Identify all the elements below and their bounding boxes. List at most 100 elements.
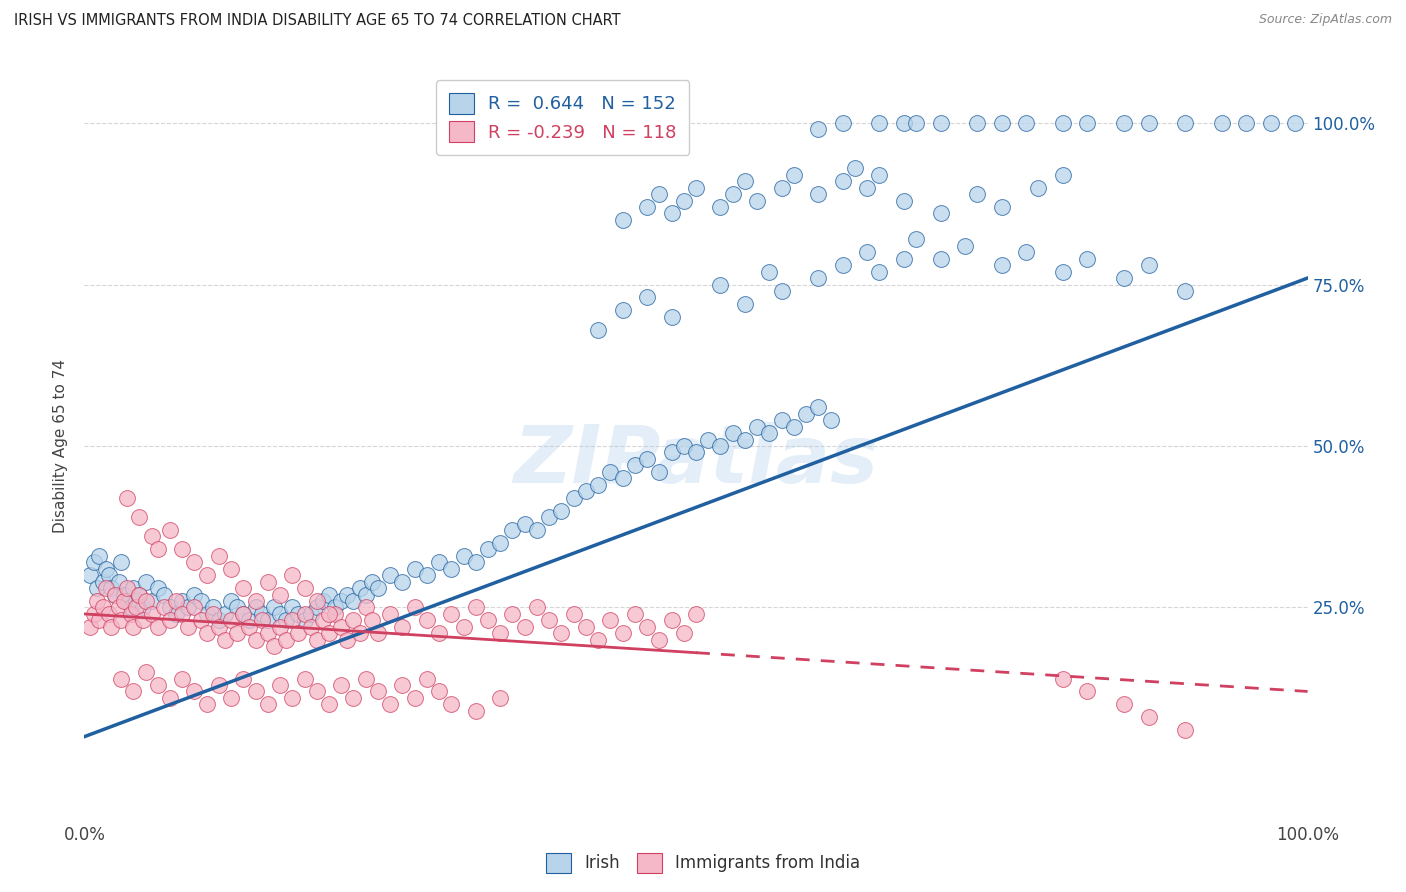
Point bbox=[232, 607, 254, 621]
Point bbox=[427, 684, 450, 698]
Point bbox=[177, 620, 200, 634]
Point bbox=[190, 594, 212, 608]
Point bbox=[354, 588, 377, 602]
Point bbox=[257, 698, 280, 712]
Point bbox=[172, 594, 194, 608]
Point bbox=[391, 620, 413, 634]
Point bbox=[226, 600, 249, 615]
Point bbox=[107, 600, 129, 615]
Point bbox=[232, 581, 254, 595]
Point bbox=[87, 549, 110, 563]
Point bbox=[624, 607, 647, 621]
Point bbox=[575, 484, 598, 499]
Point bbox=[232, 672, 254, 686]
Point bbox=[770, 284, 793, 298]
Point bbox=[636, 290, 658, 304]
Point bbox=[599, 465, 621, 479]
Point bbox=[550, 503, 572, 517]
Point bbox=[115, 491, 138, 505]
Point bbox=[513, 620, 536, 634]
Point bbox=[201, 600, 224, 615]
Point bbox=[208, 614, 231, 628]
Point bbox=[709, 439, 731, 453]
Point bbox=[360, 614, 382, 628]
Point bbox=[349, 626, 371, 640]
Point bbox=[342, 594, 364, 608]
Point bbox=[416, 614, 439, 628]
Point bbox=[122, 581, 145, 595]
Point bbox=[734, 433, 756, 447]
Point bbox=[318, 588, 340, 602]
Point bbox=[440, 607, 463, 621]
Point bbox=[219, 690, 242, 705]
Point bbox=[226, 626, 249, 640]
Point bbox=[250, 607, 273, 621]
Point bbox=[391, 678, 413, 692]
Point bbox=[146, 678, 169, 692]
Point bbox=[219, 562, 242, 576]
Point bbox=[141, 607, 163, 621]
Point bbox=[1174, 116, 1197, 130]
Point bbox=[195, 568, 218, 582]
Point bbox=[336, 588, 359, 602]
Point bbox=[685, 445, 707, 459]
Point bbox=[330, 620, 353, 634]
Point bbox=[115, 594, 138, 608]
Point bbox=[146, 542, 169, 557]
Point bbox=[257, 614, 280, 628]
Point bbox=[685, 607, 707, 621]
Point bbox=[502, 607, 524, 621]
Point bbox=[238, 614, 260, 628]
Point bbox=[734, 174, 756, 188]
Point bbox=[172, 542, 194, 557]
Legend: R =  0.644   N = 152, R = -0.239   N = 118: R = 0.644 N = 152, R = -0.239 N = 118 bbox=[436, 80, 689, 154]
Point bbox=[636, 200, 658, 214]
Point bbox=[1015, 116, 1038, 130]
Point bbox=[96, 562, 118, 576]
Point bbox=[305, 600, 328, 615]
Point bbox=[1076, 684, 1098, 698]
Point bbox=[1052, 116, 1074, 130]
Point bbox=[159, 690, 181, 705]
Point bbox=[672, 194, 695, 208]
Point bbox=[83, 555, 105, 569]
Point bbox=[721, 426, 744, 441]
Point bbox=[550, 626, 572, 640]
Point bbox=[323, 607, 346, 621]
Point bbox=[245, 684, 267, 698]
Point bbox=[336, 632, 359, 647]
Point bbox=[91, 574, 114, 589]
Point bbox=[97, 568, 120, 582]
Point bbox=[489, 626, 512, 640]
Point bbox=[281, 690, 304, 705]
Point bbox=[360, 574, 382, 589]
Point bbox=[159, 600, 181, 615]
Point bbox=[183, 555, 205, 569]
Point bbox=[269, 607, 291, 621]
Point bbox=[856, 180, 879, 194]
Point bbox=[86, 594, 108, 608]
Point bbox=[287, 626, 309, 640]
Point bbox=[107, 574, 129, 589]
Point bbox=[367, 684, 389, 698]
Point bbox=[929, 116, 952, 130]
Point bbox=[807, 401, 830, 415]
Point bbox=[869, 168, 891, 182]
Point bbox=[104, 588, 127, 602]
Point bbox=[354, 600, 377, 615]
Point bbox=[599, 614, 621, 628]
Point bbox=[245, 594, 267, 608]
Point bbox=[1052, 672, 1074, 686]
Point bbox=[263, 600, 285, 615]
Point bbox=[1015, 245, 1038, 260]
Point bbox=[820, 413, 842, 427]
Point bbox=[208, 620, 231, 634]
Point bbox=[612, 471, 634, 485]
Point bbox=[404, 690, 426, 705]
Point bbox=[146, 620, 169, 634]
Point bbox=[1137, 116, 1160, 130]
Point bbox=[159, 523, 181, 537]
Point bbox=[404, 562, 426, 576]
Point bbox=[318, 607, 340, 621]
Point bbox=[135, 574, 157, 589]
